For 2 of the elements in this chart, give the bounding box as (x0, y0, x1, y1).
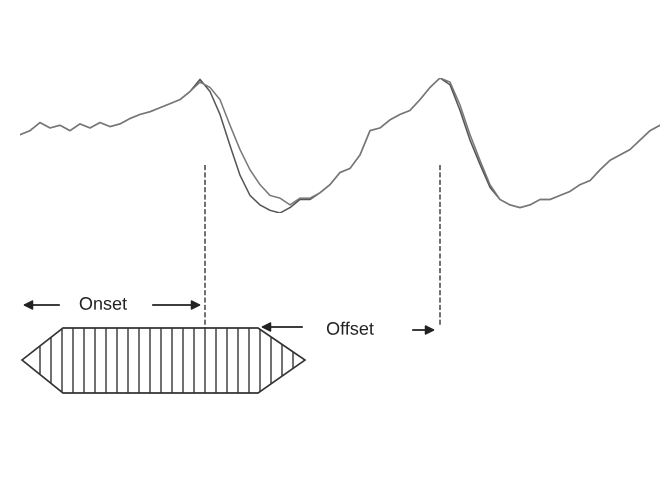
text: Onset (80, 297, 127, 310)
text: Offset (326, 322, 374, 335)
